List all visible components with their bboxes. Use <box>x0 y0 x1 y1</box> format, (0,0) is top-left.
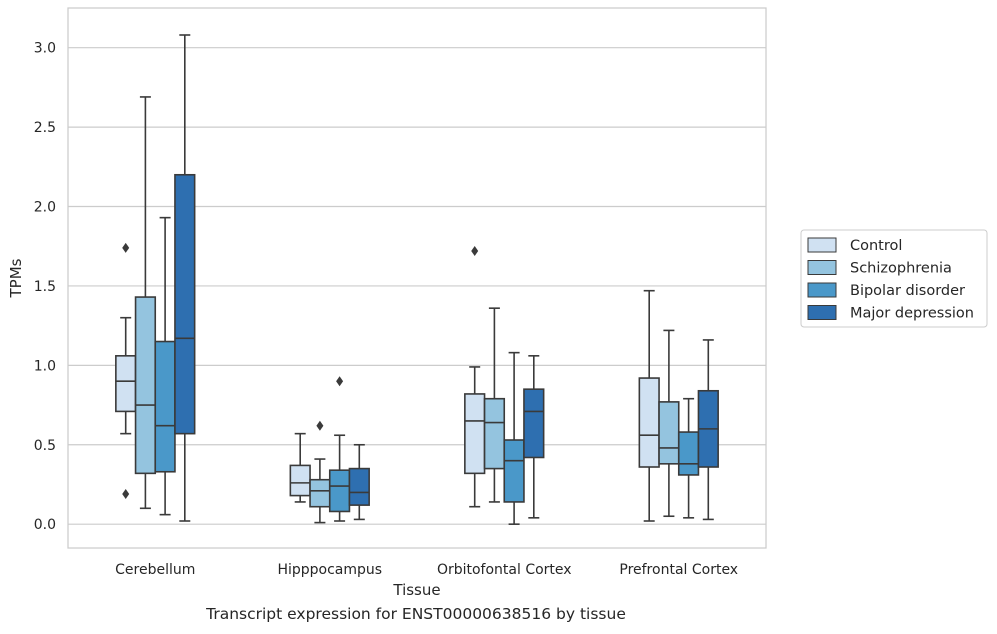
y-axis-ticks: 0.0 0.5 1.0 1.5 2.0 2.5 3.0 <box>34 41 56 533</box>
box-group <box>154 216 176 516</box>
x-axis-label: Tissue <box>392 581 440 599</box>
y-tick-label: 3.0 <box>34 41 56 57</box>
box-iqr <box>658 401 680 465</box>
box-iqr <box>174 173 196 435</box>
legend-label: Control <box>850 238 902 254</box>
box-iqr <box>523 388 545 459</box>
box-iqr <box>464 393 486 475</box>
box-iqr <box>483 397 506 470</box>
box-iqr <box>328 469 351 513</box>
y-tick-label: 2.0 <box>34 200 56 216</box>
legend-label: Bipolar disorder <box>850 283 965 299</box>
box-group <box>464 246 486 508</box>
y-tick-label: 1.5 <box>34 279 56 295</box>
y-axis-label: TPMs <box>7 258 25 298</box>
y-tick-label: 0.0 <box>34 517 56 533</box>
figure-caption: Transcript expression for ENST0000063851… <box>206 605 626 623</box>
legend-label: Schizophrenia <box>850 261 952 277</box>
box-group <box>328 376 351 522</box>
legend-swatch <box>807 282 837 298</box>
y-tick-label: 2.5 <box>34 120 56 136</box>
box-group <box>658 329 680 518</box>
box-group <box>503 351 525 525</box>
box-group <box>134 96 157 510</box>
x-axis-ticks: Cerebellum Hipppocampus Orbitofontal Corte… <box>115 562 738 578</box>
box-iqr <box>115 355 137 413</box>
outlier-point <box>471 246 479 256</box>
box-group <box>348 443 370 521</box>
boxes-layer <box>115 34 719 525</box>
box-group <box>115 242 137 499</box>
box-group <box>483 307 506 503</box>
legend-swatch <box>807 305 837 320</box>
box-group <box>174 34 196 522</box>
legend-label: Major depression <box>850 306 974 322</box>
box-iqr <box>154 340 176 473</box>
outlier-point <box>336 376 344 387</box>
outlier-point <box>316 420 324 431</box>
box-iqr <box>503 439 525 503</box>
box-iqr <box>309 478 331 508</box>
box-group <box>523 355 545 519</box>
box-iqr <box>289 464 311 497</box>
box-group <box>677 397 700 519</box>
x-tick-label: Prefrontal Cortex <box>619 562 738 578</box>
y-tick-label: 1.0 <box>34 358 56 374</box>
plot-frame <box>67 7 767 549</box>
x-tick-label: Hipppocampus <box>277 562 382 578</box>
outlier-point <box>122 242 130 253</box>
legend: Control Schizophrenia Bipolar disorder Majo… <box>800 229 988 328</box>
box-group <box>289 432 311 503</box>
outlier-point <box>122 489 130 499</box>
box-iqr <box>638 377 660 468</box>
box-group <box>638 289 660 522</box>
box-iqr <box>348 467 370 506</box>
box-group <box>697 339 719 521</box>
x-tick-label: Cerebellum <box>115 562 195 578</box>
legend-frame <box>800 229 988 328</box>
x-tick-label: Orbitofontal Cortex <box>437 562 572 578</box>
box-iqr <box>677 431 700 476</box>
box-iqr <box>134 296 157 475</box>
legend-swatch <box>807 260 837 275</box>
legend-swatch <box>807 237 837 253</box>
y-tick-label: 0.5 <box>34 438 56 454</box>
